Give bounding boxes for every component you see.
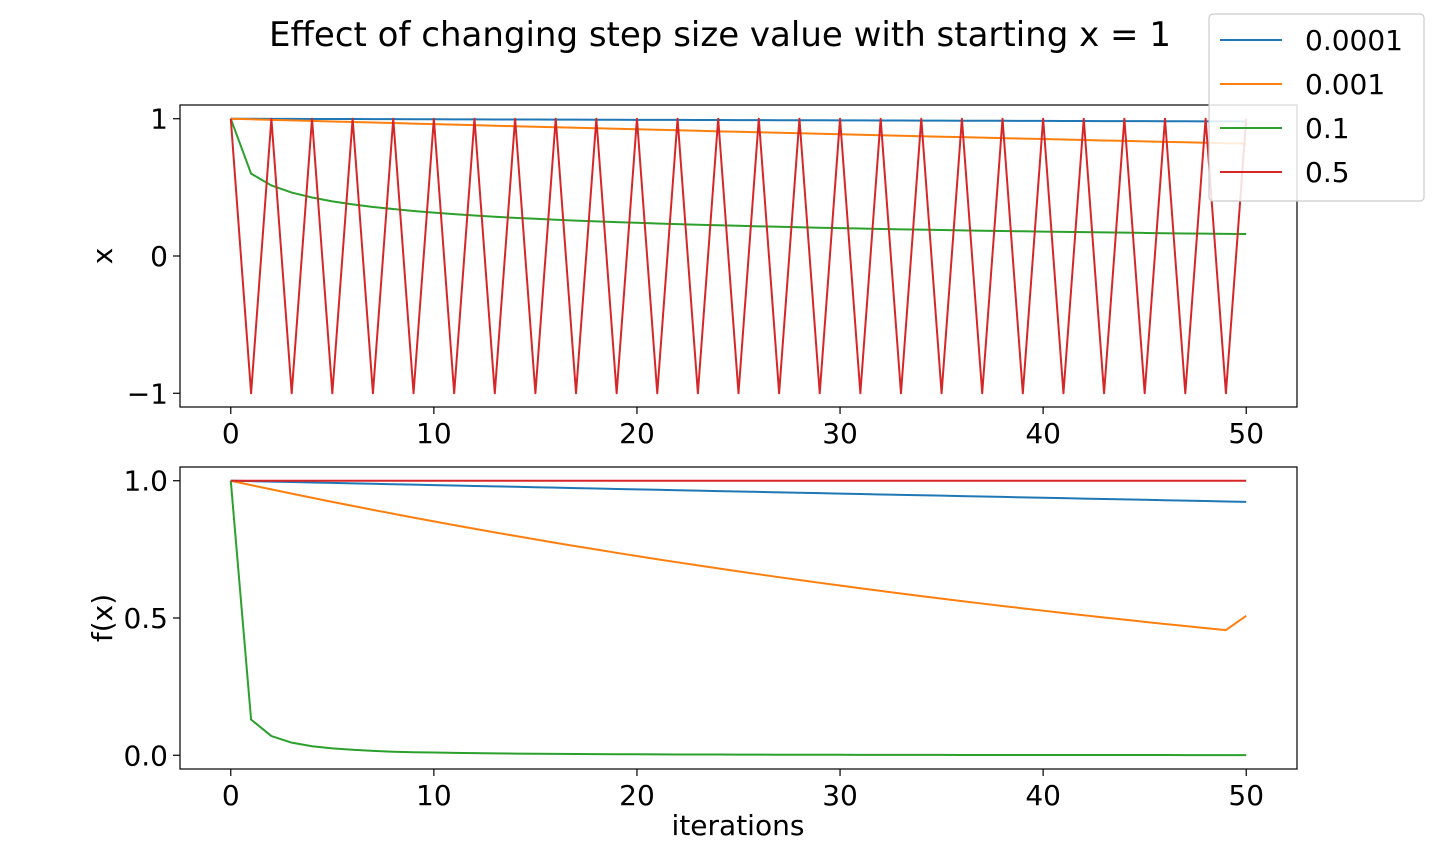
series-line-2: [230, 479, 1247, 632]
y-tick-label: 0.5: [123, 602, 168, 635]
x-tick-label: 40: [1025, 417, 1061, 450]
x-tick-label: 50: [1228, 417, 1264, 450]
series-line-1: [230, 479, 1247, 503]
legend-label: 0.1: [1305, 112, 1350, 145]
series-line-3: [229, 480, 1247, 757]
x-tick-label: 0: [222, 779, 240, 812]
x-tick-label: 0: [222, 417, 240, 450]
series-line-4: [229, 117, 1248, 395]
y-tick-label: −1: [127, 377, 168, 410]
x-tick-label: 40: [1025, 779, 1061, 812]
x-tick-label: 20: [619, 779, 655, 812]
chart-title: Effect of changing step size value with …: [269, 15, 1171, 55]
x-tick-label: 20: [619, 417, 655, 450]
y-tick-label: 1.0: [123, 465, 168, 498]
y-tick-label: 1: [150, 103, 168, 136]
series-line-2: [230, 117, 1247, 145]
x-tick-label: 30: [822, 779, 858, 812]
legend-box: [1208, 13, 1425, 202]
subplot-x-vs-iterations: 0 10 20 30 40 50 −1 0 1 x: [86, 103, 1298, 450]
series-line-1: [230, 117, 1247, 123]
legend-label: 0.5: [1305, 156, 1350, 189]
x-tick-label: 10: [416, 417, 452, 450]
y-tick-label: 0.0: [123, 739, 168, 772]
subplot-fx-vs-iterations: 0 10 20 30 40 50 0.0 0.5 1.0 f(x) iterations: [86, 465, 1298, 842]
x-axis-label: iterations: [672, 809, 805, 842]
x-tick-label: 30: [822, 417, 858, 450]
y-axis-label: x: [86, 248, 119, 265]
legend-label: 0.001: [1305, 68, 1385, 101]
x-tick-label: 10: [416, 779, 452, 812]
y-axis-label: f(x): [86, 594, 119, 642]
x-tick-label: 50: [1228, 779, 1264, 812]
legend: 0.0001 0.001 0.1 0.5: [1208, 13, 1425, 202]
y-tick-label: 0: [150, 240, 168, 273]
legend-label: 0.0001: [1305, 24, 1403, 57]
